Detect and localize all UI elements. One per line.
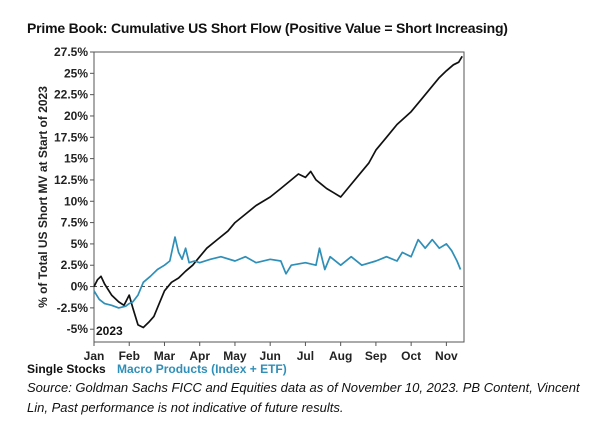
- x-tick-label: Mar: [154, 349, 176, 363]
- y-tick-label: 5%: [71, 237, 89, 251]
- legend: Single Stocks Macro Products (Index + ET…: [27, 362, 287, 376]
- y-tick-label: 17.5%: [54, 130, 88, 144]
- x-tick-label: Sep: [365, 349, 387, 363]
- y-axis: 27.5% 25% 22.5% 20% 17.5% 15% 12.5% 10% 7.5% 5% 2.…: [54, 45, 94, 336]
- y-tick-label: 7.5%: [61, 216, 89, 230]
- y-tick-label: 2.5%: [61, 258, 89, 272]
- x-tick-label: Jun: [260, 349, 281, 363]
- x-tick-label: Feb: [119, 349, 140, 363]
- y-tick-label: -2.5%: [57, 301, 89, 315]
- source-note: Source: Goldman Sachs FICC and Equities …: [27, 380, 580, 415]
- y-tick-label: 27.5%: [54, 45, 88, 59]
- series-line-single-stocks: [93, 55, 463, 329]
- y-tick-label: -5%: [67, 322, 89, 336]
- x-tick-label: Apr: [189, 349, 210, 363]
- x-axis: Jan Feb Mar Apr May Jun Jul Aug Sep Oct Nov: [84, 342, 458, 363]
- y-tick-label: 22.5%: [54, 88, 88, 102]
- y-tick-label: 12.5%: [54, 173, 88, 187]
- plot-area-frame: [93, 51, 465, 343]
- y-tick-label: 15%: [64, 152, 88, 166]
- y-tick-label: 0%: [71, 280, 89, 294]
- series-group: [93, 55, 463, 329]
- year-label: 2023: [96, 324, 123, 338]
- y-tick-label: 10%: [64, 194, 88, 208]
- legend-item-single-stocks: Single Stocks: [27, 362, 106, 376]
- x-tick-label: Jan: [84, 349, 105, 363]
- y-axis-label: % of Total US Short MV at Start of 2023: [36, 86, 50, 308]
- series-line-macro-products: [93, 236, 462, 309]
- x-tick-label: May: [223, 349, 247, 363]
- x-tick-label: Nov: [435, 349, 458, 363]
- y-tick-label: 25%: [64, 66, 88, 80]
- y-tick-label: 20%: [64, 109, 88, 123]
- legend-item-macro-products: Macro Products (Index + ETF): [117, 362, 287, 376]
- x-tick-label: Jul: [297, 349, 314, 363]
- x-tick-label: Oct: [401, 349, 421, 363]
- chart-title: Prime Book: Cumulative US Short Flow (Po…: [27, 20, 508, 36]
- x-tick-label: Aug: [329, 349, 352, 363]
